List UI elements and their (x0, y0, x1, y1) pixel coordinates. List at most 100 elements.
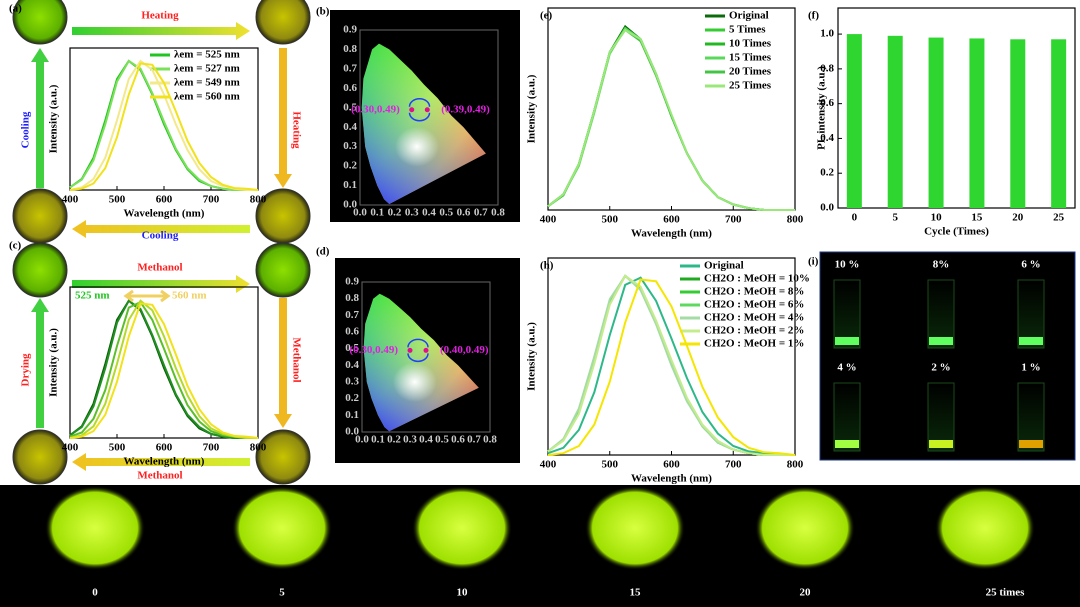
cie-gamut-blue (363, 293, 479, 432)
legend-label: 20 Times (729, 66, 772, 78)
arrow (72, 275, 250, 293)
cie-point (407, 347, 413, 353)
arrow-label: Drying (20, 353, 32, 387)
line-series (547, 276, 795, 456)
bar (846, 34, 862, 208)
vial (927, 279, 955, 349)
cie-frame (359, 29, 499, 206)
cie-y-tick-label: 0.2 (345, 392, 359, 404)
cie-x-tick-label: 0.0 (353, 207, 367, 219)
line-series (69, 299, 258, 439)
cycle-arrow (407, 338, 429, 348)
panel-label: (e) (540, 10, 553, 22)
cycle-arrow (408, 112, 431, 122)
bar (887, 35, 903, 209)
annotation: 525 nm (75, 290, 110, 302)
cie-point-label: (0.30,0.49) (349, 344, 398, 356)
sample-photo (12, 188, 68, 244)
vial (1017, 382, 1045, 452)
y-axis-label: PL intensity (a.u.) (816, 66, 828, 150)
cie-y-tick-label: 0.3 (345, 376, 359, 388)
y-tick-label: 0.8 (820, 62, 834, 74)
line-series (547, 28, 795, 211)
cie-y-tick-label: 0.0 (345, 426, 359, 438)
vial (833, 382, 861, 452)
x-tick-label: 15 (971, 212, 983, 224)
legend-label: λem = 527 nm (174, 63, 240, 75)
vial-glow (929, 440, 953, 448)
cie-frame (361, 281, 491, 433)
x-tick-label: 500 (602, 214, 619, 226)
x-tick-label: 600 (663, 214, 680, 226)
plot-frame (837, 7, 1076, 209)
arrow (31, 298, 49, 428)
y-axis-label: Intensity (a.u.) (48, 328, 60, 397)
sample-glow (585, 486, 685, 570)
arrow (72, 220, 250, 238)
vial-label: 4 % (837, 362, 856, 374)
arrow (274, 298, 292, 428)
cie-y-tick-label: 0.9 (343, 24, 357, 36)
legend-label: CH2O : MeOH = 8% (704, 286, 804, 298)
cie-x-tick-label: 0.8 (491, 207, 505, 219)
sample-photo (12, 429, 68, 485)
sample-glow (45, 486, 145, 570)
strip-label: 25 times (986, 587, 1026, 599)
x-tick-label: 25 (1053, 212, 1065, 224)
panel-label: (i) (808, 256, 819, 268)
arrow-label: Heating (290, 111, 302, 149)
x-tick-label: 5 (892, 212, 898, 224)
photo-strip (0, 485, 1080, 607)
arrow-label: Heating (141, 10, 179, 22)
vial-glow (1019, 337, 1043, 345)
vial-label: 10 % (835, 259, 860, 271)
arrow-label: Methanol (137, 470, 182, 482)
legend-label: λem = 525 nm (174, 49, 240, 61)
vial-glow (835, 440, 859, 448)
cie-x-tick-label: 0.1 (370, 207, 384, 219)
x-tick-label: 10 (931, 212, 943, 224)
panel-label: (f) (808, 10, 819, 22)
x-tick-label: 700 (725, 214, 742, 226)
cie-x-tick-label: 0.8 (483, 434, 497, 446)
arrow (72, 453, 250, 471)
x-axis-label: Wavelength (nm) (631, 228, 712, 240)
cycle-arrow (408, 97, 431, 107)
cycle-arrow (407, 353, 429, 363)
line-series (69, 59, 258, 191)
x-axis-label: Wavelength (nm) (631, 473, 712, 485)
cie-x-tick-label: 0.7 (467, 434, 481, 446)
cie-point-label: (0.30,0.49) (351, 103, 400, 115)
sample-photo (255, 429, 311, 485)
panel-label: (h) (540, 260, 554, 272)
sample-photo (255, 0, 311, 45)
cie-y-tick-label: 0.7 (343, 62, 357, 74)
cie-x-tick-label: 0.5 (439, 207, 453, 219)
cie-y-tick-label: 0.8 (343, 43, 357, 55)
cie-x-tick-label: 0.5 (435, 434, 449, 446)
cie-y-tick-label: 0.6 (343, 82, 357, 94)
strip-label: 10 (457, 587, 469, 599)
line-series (69, 59, 258, 191)
x-tick-label: 0 (852, 212, 858, 224)
cie-white (392, 362, 437, 402)
legend-label: CH2O : MeOH = 1% (704, 338, 804, 350)
x-tick-label: 800 (250, 194, 267, 206)
arrow-label: Methanol (290, 337, 302, 382)
cie-point-label: (0.39,0.49) (441, 103, 490, 115)
x-tick-label: 800 (787, 459, 804, 471)
cie-x-tick-label: 0.4 (422, 207, 436, 219)
cie-y-tick-label: 0.2 (343, 160, 357, 172)
arrow-label: Methanol (137, 262, 182, 274)
legend-label: 10 Times (729, 38, 772, 50)
cie-y-tick-label: 0.4 (345, 359, 359, 371)
legend-label: λem = 560 nm (174, 91, 240, 103)
strip-label: 5 (279, 587, 285, 599)
vial-glow (835, 337, 859, 345)
cie-y-tick-label: 0.0 (343, 199, 357, 211)
strip-label: 15 (630, 587, 642, 599)
y-axis-label: Intensity (a.u.) (526, 74, 538, 143)
legend-label: Original (729, 10, 769, 22)
cie-y-tick-label: 0.1 (345, 409, 359, 421)
